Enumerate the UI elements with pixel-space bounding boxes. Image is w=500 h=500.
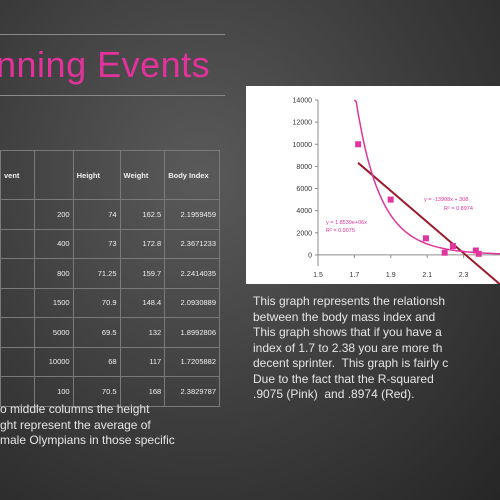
weight-cell: 172.8 [119, 228, 166, 259]
body-index-cell: 2.1959459 [164, 199, 220, 230]
body-index-cell: 2.0930889 [164, 287, 220, 318]
event-cell [0, 228, 35, 259]
caption-line: decent sprinter. This graph is fairly c [253, 356, 449, 370]
table-row: 800 71.25 159.7 2.2414035 [0, 258, 220, 289]
data-point [475, 250, 482, 257]
body-index-cell: 2.3671233 [164, 228, 220, 259]
header-weight: Weight [119, 150, 166, 200]
distance-cell: 1500 [33, 287, 74, 318]
y-tick-label: 0 [308, 252, 312, 259]
y-tick-label: 6000 [296, 186, 312, 193]
table-row: 200 74 162.5 2.1959459 [0, 199, 220, 230]
data-point [441, 249, 448, 256]
y-tick-label: 10000 [293, 142, 313, 149]
table-row: 5000 69.5 132 1.8992806 [0, 317, 220, 348]
linear-trendline [357, 162, 500, 284]
y-tick-label: 4000 [296, 208, 312, 215]
y-tick-label: 12000 [293, 120, 313, 127]
linear-equation-label: y = -13908x + 308 [424, 197, 468, 203]
height-cell: 70.9 [72, 287, 121, 318]
body-index-cell: 1.8992806 [164, 317, 220, 348]
height-cell: 73 [72, 228, 121, 259]
height-cell: 71.25 [72, 258, 121, 289]
weight-cell: 162.5 [119, 199, 166, 230]
right-caption: This graph represents the relationsh bet… [253, 294, 500, 403]
slide-title: nning Events [0, 44, 211, 85]
data-point [387, 196, 394, 203]
data-point [422, 235, 429, 242]
table-row: 1500 70.9 148.4 2.0930889 [0, 287, 220, 318]
event-cell [0, 287, 35, 318]
chart-canvas: 0 2000 4000 6000 8000 10000 12000 14000 1.5 1.7 1.… [293, 98, 500, 284]
power-r2-label: R² = 0.9075 [326, 228, 355, 234]
header-height: Height [72, 150, 121, 200]
event-cell [0, 317, 35, 348]
data-point [449, 243, 456, 250]
height-cell: 74 [72, 199, 121, 230]
y-tick-label: 2000 [296, 230, 312, 237]
caption-line: index of 1.7 to 2.38 you are more th [253, 340, 443, 355]
bmi-vs-distance-chart: 0 2000 4000 6000 8000 10000 12000 14000 1.5 1.7 1.… [246, 86, 500, 284]
title-rule-bottom [0, 95, 225, 96]
distance-cell: 400 [33, 228, 74, 259]
table-row: 10000 68 117 1.7205882 [0, 346, 220, 377]
x-tick-label: 2.1 [422, 272, 432, 279]
distance-cell: 5000 [33, 317, 74, 348]
caption-line: .9075 (Pink) and .8974 (Red). [253, 387, 415, 401]
data-point [355, 141, 362, 148]
header-event: vent [0, 150, 35, 200]
y-tick-label: 14000 [293, 98, 313, 105]
caption-line: between the body mass index and [253, 309, 436, 324]
table-row: 400 73 172.8 2.3671233 [0, 228, 220, 259]
weight-cell: 132 [119, 317, 166, 348]
caption-line: male Olympians in those specific [0, 433, 175, 447]
caption-line: This graph represents the relationsh [253, 294, 446, 308]
weight-cell: 159.7 [119, 258, 166, 289]
left-caption: o middle columns the height ght represen… [0, 402, 235, 449]
title-rule-top [0, 34, 225, 35]
event-cell [0, 346, 35, 377]
distance-cell: 200 [33, 199, 74, 230]
distance-cell: 800 [33, 258, 74, 289]
x-tick-label: 1.7 [350, 272, 360, 279]
x-tick-label: 1.9 [386, 272, 396, 279]
distance-cell: 100 [33, 376, 74, 407]
event-cell [0, 199, 35, 230]
header-body-index: Body Index [164, 150, 220, 200]
linear-r2-label: R² = 0.8974 [444, 206, 473, 212]
table-row: 100 70.5 168 2.3829787 [0, 376, 220, 407]
event-cell [0, 258, 35, 289]
height-cell: 69.5 [72, 317, 121, 348]
x-tick-label: 2.3 [459, 272, 469, 279]
height-cell: 70.5 [72, 376, 121, 407]
caption-line: Due to the fact that the R-squared [253, 371, 434, 386]
caption-line: ght represent the average of [0, 417, 151, 432]
height-cell: 68 [72, 346, 121, 377]
caption-line: This graph shows that if you have a [253, 325, 442, 339]
event-cell [0, 376, 35, 407]
data-point [472, 247, 479, 254]
header-distance [33, 150, 74, 200]
y-tick-label: 8000 [296, 164, 312, 171]
weight-cell: 168 [119, 376, 166, 407]
table-header-row: vent Height Weight Body Index [0, 150, 220, 200]
weight-cell: 148.4 [119, 287, 166, 318]
caption-line: o middle columns the height [0, 402, 150, 416]
x-tick-label: 1.5 [313, 272, 323, 279]
body-index-cell: 2.2414035 [164, 258, 220, 289]
distance-cell: 10000 [33, 346, 74, 377]
weight-cell: 117 [119, 346, 166, 377]
body-index-cell: 1.7205882 [164, 346, 220, 377]
body-index-cell: 2.3829787 [164, 376, 220, 407]
power-trendline [353, 99, 500, 255]
power-equation-label: y = 1.8539e+06x [326, 220, 367, 226]
data-table: vent Height Weight Body Index 200 74 162.5… [0, 150, 220, 407]
